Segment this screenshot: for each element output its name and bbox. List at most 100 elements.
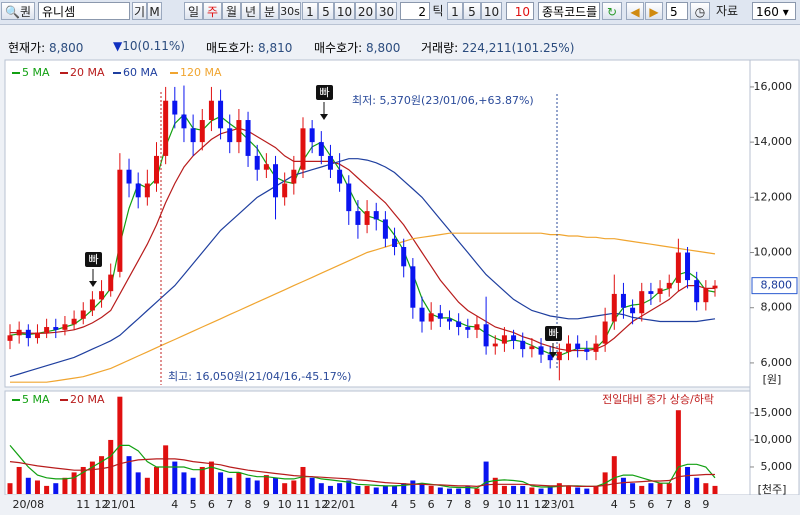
candle-body — [483, 324, 489, 347]
candle-body — [364, 211, 370, 225]
value: 8,810 — [258, 41, 293, 55]
volume-bar — [16, 466, 22, 494]
candle-body — [501, 335, 507, 344]
candle-body — [694, 280, 700, 303]
stock-button[interactable]: 기 — [132, 2, 147, 20]
x-tick-label: 4 — [391, 498, 398, 511]
candle-body — [282, 183, 288, 198]
period-button[interactable]: 월 — [222, 2, 241, 20]
volume-bar — [410, 480, 416, 494]
volume-bar — [291, 480, 297, 494]
clock-button[interactable]: ◷ — [690, 2, 710, 20]
stock-name-input[interactable]: 유니셈 — [38, 2, 130, 20]
volume-bar — [181, 472, 187, 494]
code-input[interactable]: 종목코드를 — [538, 2, 600, 20]
volume-bar — [419, 483, 425, 494]
period-button[interactable]: 30 — [376, 2, 397, 20]
period-button[interactable]: 분 — [260, 2, 279, 20]
tick-label: 틱 — [432, 4, 444, 18]
label: 매수호가: — [314, 41, 363, 55]
volume-bar — [7, 483, 13, 494]
volume-bar — [492, 477, 498, 494]
change-sign: ▼ — [113, 39, 123, 53]
signal: 빠 — [545, 326, 562, 358]
x-axis-band — [0, 495, 800, 515]
legend-label: 5 MA — [22, 393, 50, 406]
volume-bar — [556, 483, 562, 494]
volume-bar — [675, 410, 681, 494]
tick-input[interactable]: 10 — [506, 2, 534, 20]
tick-button[interactable]: 5 — [463, 2, 481, 20]
volume-bar — [685, 466, 691, 494]
candle-body — [300, 128, 306, 170]
candle-body — [611, 293, 617, 322]
candle-body — [309, 128, 315, 143]
volume-bar — [34, 480, 40, 494]
candle-body — [53, 327, 59, 330]
data-count-select[interactable]: 160 ▾ — [752, 2, 796, 20]
data-count: 160 — [756, 5, 779, 19]
candle-body — [172, 100, 178, 115]
toolbar: 🔍퀀 유니셈 기 M 일 주 월 년 분 30s 1 5 10 20 30 2 … — [0, 0, 800, 25]
period-button[interactable]: 1 — [302, 2, 318, 20]
x-tick-label: 5 — [629, 498, 636, 511]
period-button[interactable]: 년 — [241, 2, 260, 20]
prev-button[interactable]: ◀ — [626, 2, 644, 20]
volume-bar — [547, 485, 553, 494]
annotations: 최저: 5,370원(23/01/06,+63.87%) 최고: 16,050원… — [85, 85, 562, 385]
period-button[interactable]: 30s — [279, 2, 301, 20]
volume-bar — [71, 472, 77, 494]
refresh-button[interactable]: ↻ — [602, 2, 622, 20]
volume-bar — [712, 485, 718, 494]
period-button[interactable]: 5 — [318, 2, 334, 20]
tick-button[interactable]: 1 — [447, 2, 463, 20]
volume-bar — [163, 445, 169, 494]
x-tick-label: 12 — [95, 498, 109, 511]
y-tick-label: 8,000 — [761, 301, 793, 314]
volume-bar — [44, 485, 50, 494]
x-tick-label: 4 — [611, 498, 618, 511]
stock-button[interactable]: M — [147, 2, 162, 20]
next-button[interactable]: ▶ — [645, 2, 663, 20]
volume-bar — [153, 466, 159, 494]
info-bar: 현재가: 8,800 ▼10(0.11%) 매도호가: 8,810 매수호가: … — [0, 35, 750, 57]
period-button[interactable]: 10 — [334, 2, 355, 20]
candle-body — [337, 169, 343, 184]
candle-body — [236, 120, 242, 143]
volume-ma-line — [9, 458, 715, 488]
period-button[interactable]: 주 — [203, 2, 222, 20]
tick-count-input[interactable]: 2 — [400, 2, 430, 20]
candle-body — [318, 142, 324, 156]
candle-body — [566, 343, 572, 352]
candle-body — [355, 211, 361, 225]
volume-bar — [474, 488, 480, 494]
tick-button[interactable]: 10 — [481, 2, 502, 20]
x-tick-label: 6 — [208, 498, 215, 511]
low-annotation: 최저: 5,370원(23/01/06,+63.87%) — [352, 94, 534, 107]
candle-body — [16, 329, 22, 336]
volume-bar — [89, 461, 95, 494]
y-tick-label: 12,000 — [754, 190, 793, 203]
candle-body — [7, 335, 13, 341]
volume-bar — [190, 477, 196, 494]
candle-body — [44, 327, 50, 333]
search-button[interactable]: 🔍퀀 — [1, 2, 35, 20]
candle-body — [575, 343, 581, 350]
current-price-box — [751, 277, 798, 295]
count-input[interactable]: 5 — [666, 2, 688, 20]
candle-body — [108, 274, 114, 292]
signal-label: 빠 — [319, 86, 329, 99]
signal: 빠 — [316, 85, 333, 120]
candle-body — [25, 329, 31, 339]
candle-body — [181, 114, 187, 129]
y-unit: [원] — [763, 373, 782, 386]
volume-bar — [593, 485, 599, 494]
volume-bar — [300, 466, 306, 494]
volume-bar — [99, 456, 105, 494]
period-button[interactable]: 20 — [355, 2, 376, 20]
volume-bar — [263, 475, 269, 494]
volume-panel — [4, 390, 751, 496]
period-button[interactable]: 일 — [184, 2, 203, 20]
